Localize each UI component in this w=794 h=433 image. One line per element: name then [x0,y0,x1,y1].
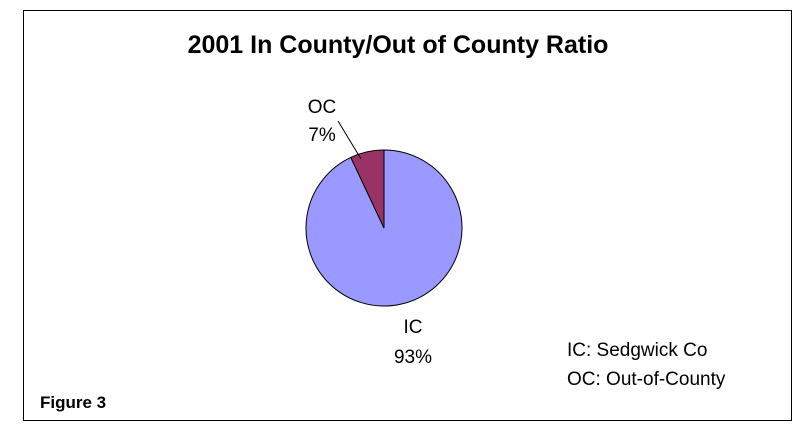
chart-title: 2001 In County/Out of County Ratio [188,31,609,59]
note-oc: OC: Out-of-County [567,369,726,390]
note-ic: IC: Sedgwick Co [567,340,707,361]
figure-caption: Figure 3 [40,393,107,412]
oc-percent-label: 7% [308,125,336,146]
oc-category-label: OC [308,97,337,118]
oc-leader-line [337,120,362,160]
ic-category-label: IC [404,317,423,338]
pie-slices [305,149,463,307]
pie-slice-oc [350,149,385,229]
ic-percent-label: 93% [394,347,432,368]
